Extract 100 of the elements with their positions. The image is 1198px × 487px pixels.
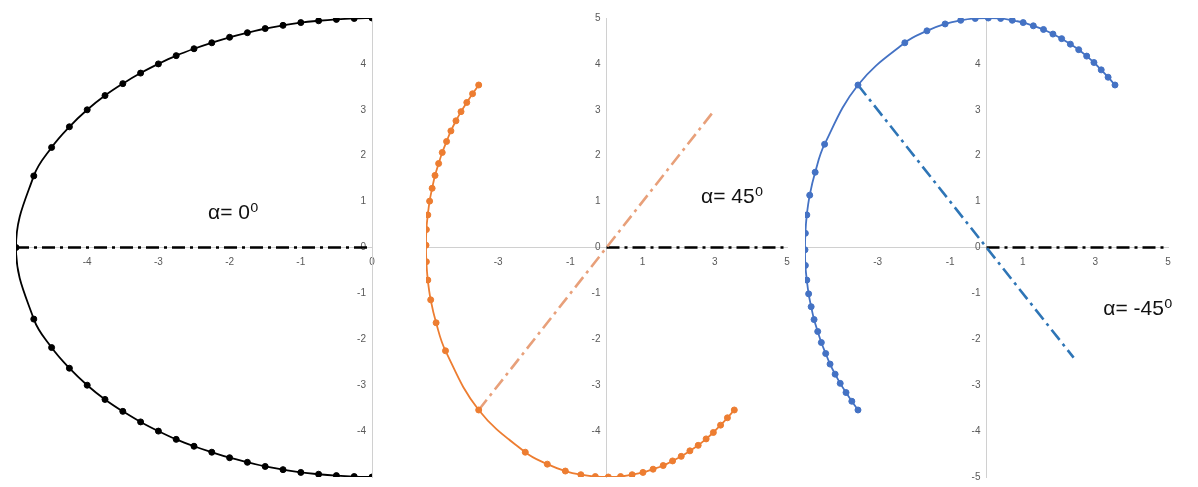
- point: [432, 319, 440, 327]
- point: [836, 379, 844, 387]
- point: [137, 418, 145, 426]
- point: [119, 80, 127, 88]
- y-tick-label: -3: [971, 378, 981, 390]
- point: [154, 60, 162, 68]
- point: [463, 98, 471, 106]
- point: [83, 381, 91, 389]
- point: [1019, 19, 1027, 27]
- point: [723, 414, 731, 422]
- point: [822, 350, 830, 358]
- y-tick-label: 2: [974, 149, 981, 161]
- point: [577, 471, 585, 477]
- point: [521, 448, 529, 456]
- point: [427, 296, 435, 304]
- point: [810, 316, 818, 324]
- x-tick-label: -1: [296, 256, 306, 268]
- y-tick-label: 0: [594, 241, 601, 253]
- point: [811, 168, 819, 176]
- point: [923, 27, 931, 35]
- point: [1104, 73, 1112, 81]
- point: [261, 25, 269, 33]
- point: [814, 328, 822, 335]
- point: [279, 466, 287, 474]
- point: [1083, 52, 1091, 60]
- y-tick-label: 0: [974, 241, 981, 253]
- point: [426, 276, 432, 284]
- x-tick-label: 5: [1165, 256, 1172, 268]
- point: [426, 197, 434, 205]
- point: [315, 18, 323, 25]
- y-tick-label: -4: [591, 424, 601, 436]
- point: [854, 81, 862, 89]
- point: [957, 18, 965, 24]
- point: [208, 448, 216, 456]
- point: [817, 339, 825, 347]
- point: [842, 389, 850, 397]
- point: [475, 406, 483, 414]
- point: [154, 427, 162, 435]
- point: [702, 435, 710, 443]
- y-tick-label: 5: [594, 11, 601, 23]
- y-tick-label: -2: [357, 333, 367, 345]
- point: [441, 347, 449, 355]
- point: [119, 407, 127, 415]
- y-tick-label: 4: [974, 57, 981, 69]
- point: [315, 470, 323, 477]
- point: [30, 315, 38, 323]
- point: [65, 364, 73, 372]
- x-tick-label: -2: [225, 256, 235, 268]
- point: [469, 90, 477, 98]
- point: [854, 406, 862, 414]
- point: [677, 452, 685, 460]
- point: [901, 39, 909, 47]
- point: [649, 465, 657, 473]
- point: [1058, 35, 1066, 43]
- point: [1090, 59, 1098, 67]
- point: [172, 52, 180, 60]
- y-tick-label: -2: [971, 333, 981, 345]
- x-tick-label: 1: [639, 256, 646, 268]
- point: [297, 468, 305, 476]
- point: [669, 457, 677, 465]
- x-tick-label: 1: [1020, 256, 1027, 268]
- y-tick-label: 3: [360, 103, 367, 115]
- annotation: α= 0⁰: [207, 199, 259, 223]
- point: [805, 211, 811, 219]
- y-tick-label: -1: [357, 287, 367, 299]
- point: [831, 370, 839, 378]
- point: [639, 468, 647, 476]
- point: [452, 117, 460, 125]
- point: [1049, 30, 1057, 38]
- point: [1075, 46, 1083, 54]
- point: [561, 467, 569, 475]
- point: [730, 406, 738, 414]
- point: [190, 442, 198, 450]
- point: [1111, 81, 1119, 89]
- y-tick-label: 1: [594, 195, 601, 207]
- point: [30, 172, 38, 180]
- y-tick-label: -3: [591, 378, 601, 390]
- x-tick-label: -3: [493, 256, 504, 268]
- y-tick-label: 2: [360, 149, 367, 161]
- y-tick-label: 3: [594, 103, 601, 115]
- x-tick-label: -3: [873, 256, 883, 268]
- annotation: α= 45⁰: [701, 183, 764, 207]
- point: [261, 462, 269, 470]
- point: [101, 92, 109, 100]
- point: [137, 69, 145, 77]
- y-tick-label: -1: [971, 287, 981, 299]
- point: [628, 471, 636, 477]
- point: [941, 20, 949, 28]
- point: [1066, 40, 1074, 48]
- point: [48, 143, 56, 151]
- point: [1029, 22, 1037, 30]
- point: [686, 447, 694, 455]
- y-tick-label: 2: [594, 149, 601, 161]
- x-tick-label: 3: [1092, 256, 1099, 268]
- y-tick-label: -2: [591, 333, 601, 345]
- point: [226, 33, 234, 41]
- point: [428, 184, 436, 192]
- point: [805, 290, 813, 298]
- point: [226, 454, 234, 462]
- point: [190, 45, 198, 53]
